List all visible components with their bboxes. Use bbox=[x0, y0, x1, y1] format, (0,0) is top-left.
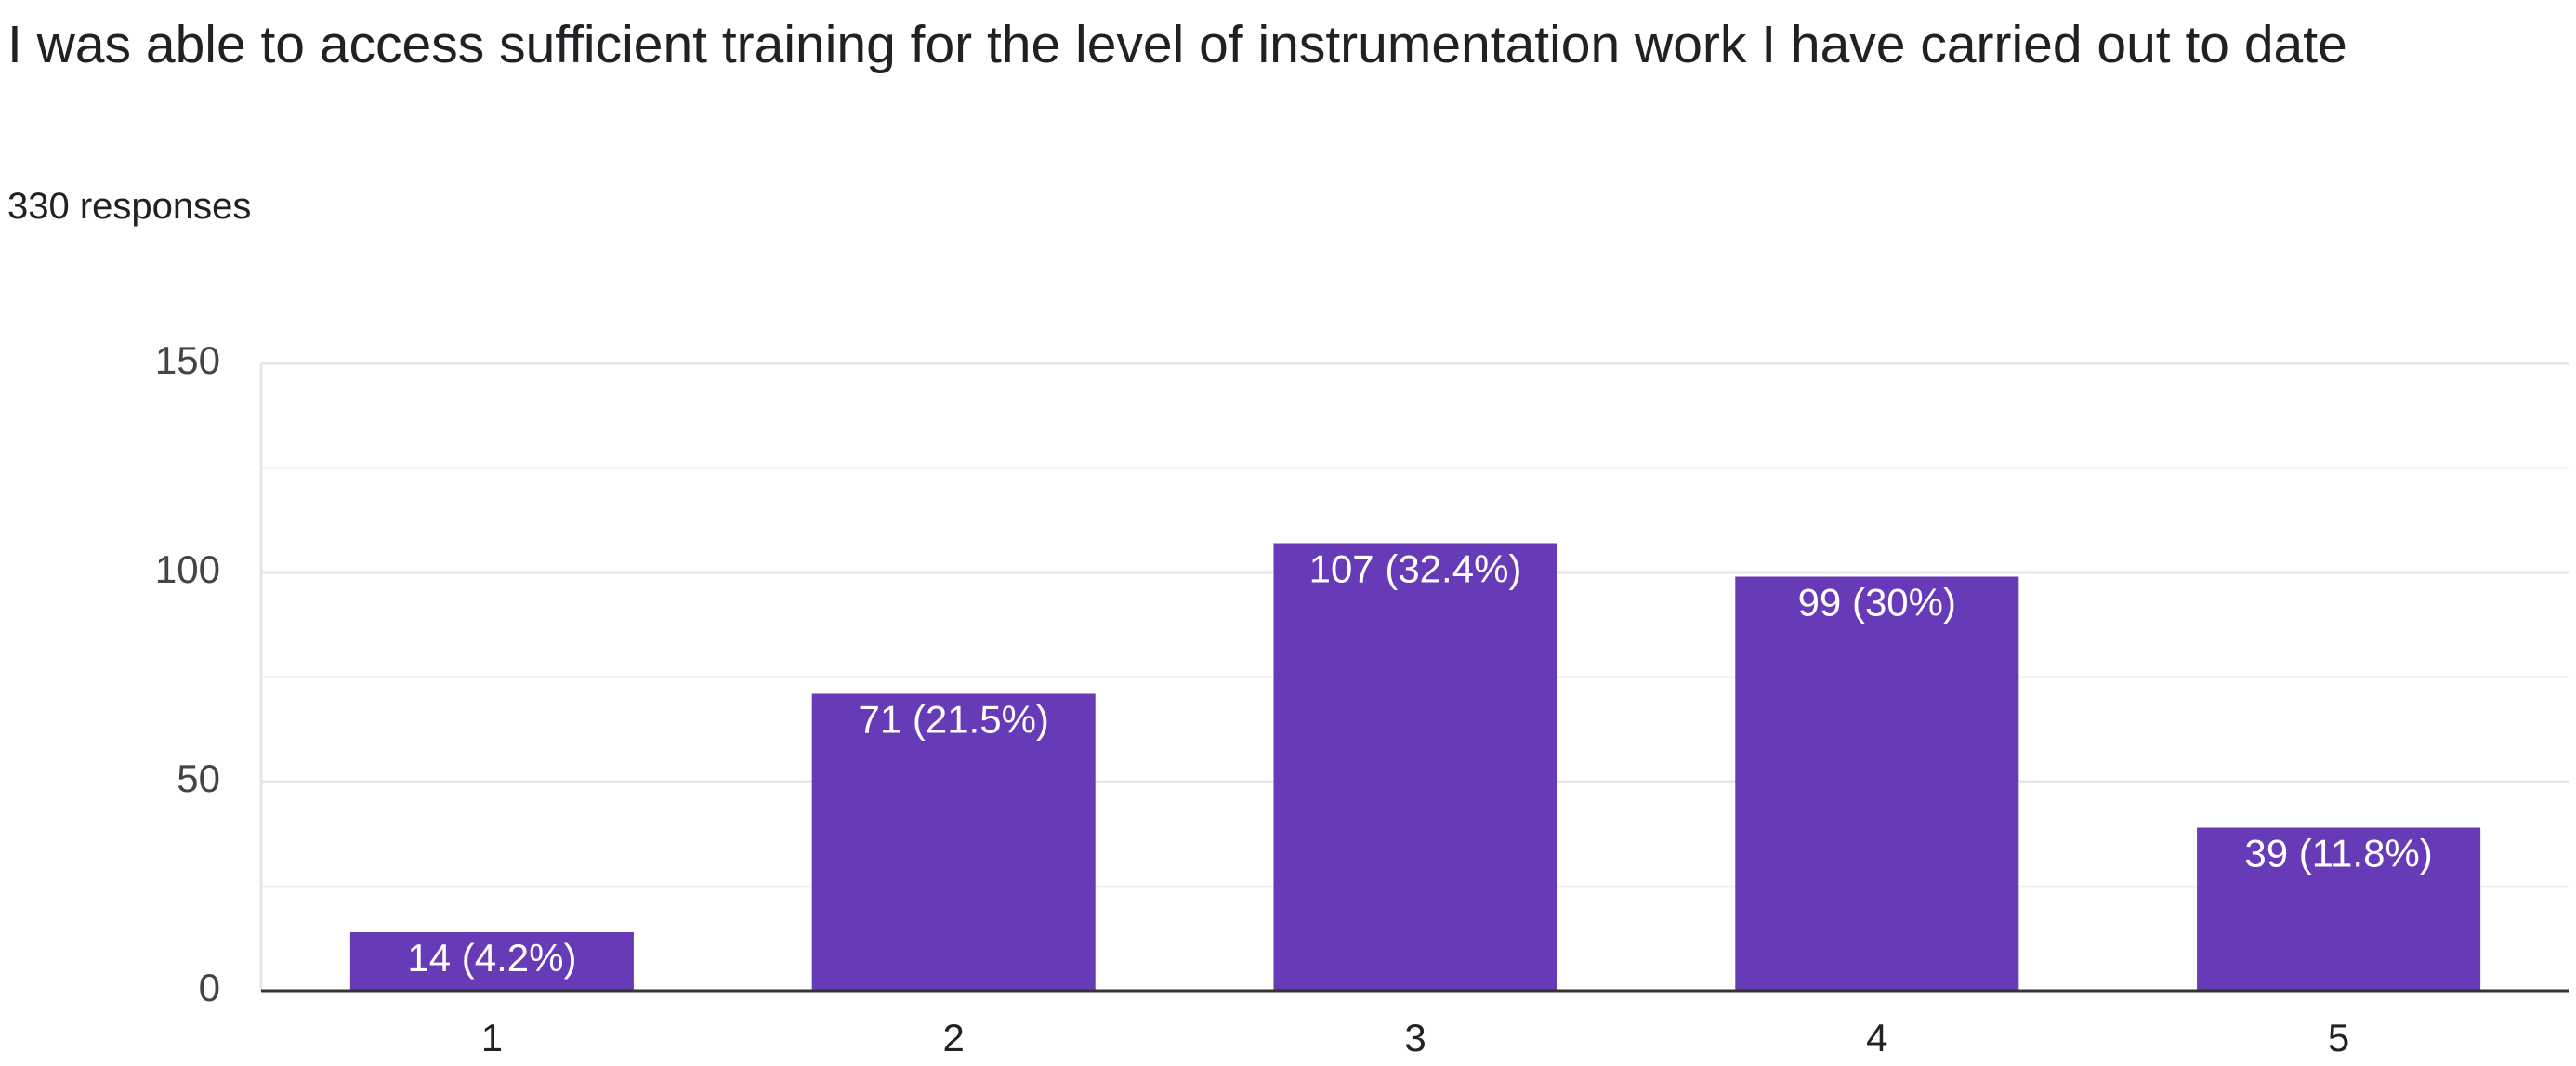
y-tick-label: 150 bbox=[155, 338, 220, 382]
data-label: 99 (30%) bbox=[1798, 581, 1956, 625]
bar bbox=[2197, 827, 2481, 991]
x-tick-label: 4 bbox=[1866, 1016, 1887, 1059]
x-tick-label: 1 bbox=[481, 1016, 503, 1059]
data-label: 107 (32.4%) bbox=[1309, 547, 1522, 591]
bar bbox=[349, 932, 634, 991]
data-label: 71 (21.5%) bbox=[858, 698, 1048, 742]
x-tick-label: 5 bbox=[2328, 1016, 2349, 1059]
data-label: 14 (4.2%) bbox=[407, 936, 576, 980]
response-count: 330 responses bbox=[7, 186, 252, 227]
y-tick-label: 50 bbox=[177, 757, 220, 800]
data-label: 39 (11.8%) bbox=[2244, 832, 2432, 875]
question-title: I was able to access sufficient training… bbox=[7, 15, 2347, 74]
bar bbox=[1273, 543, 1557, 991]
bar bbox=[811, 693, 1096, 991]
x-tick-label: 2 bbox=[943, 1016, 965, 1059]
x-tick-label: 3 bbox=[1404, 1016, 1426, 1059]
y-tick-label: 100 bbox=[155, 547, 220, 591]
bar bbox=[1735, 576, 2019, 991]
y-tick-label: 0 bbox=[199, 966, 220, 1009]
